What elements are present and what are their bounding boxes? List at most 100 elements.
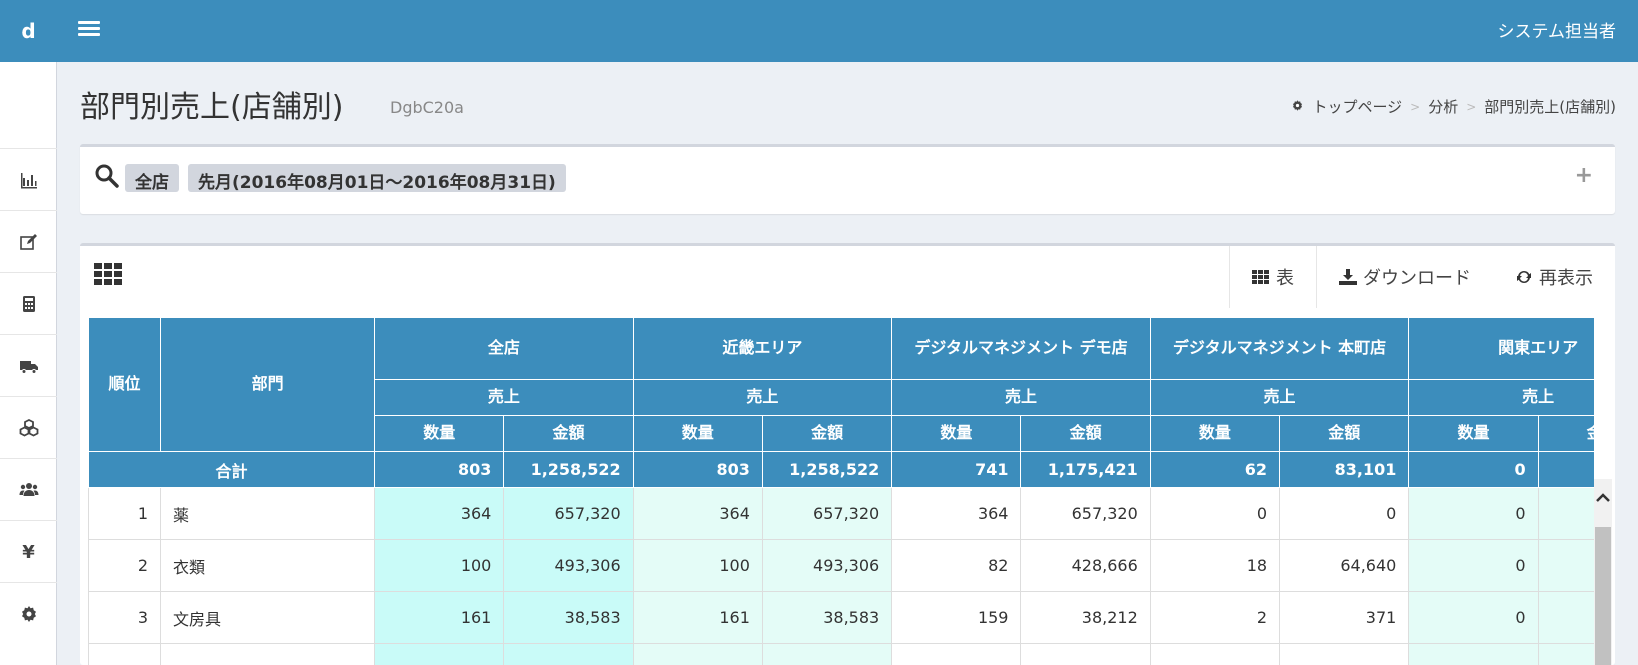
value-cell: 0 (1149, 487, 1281, 540)
department-cell: 薬 (160, 487, 376, 540)
total-cell: 741 (891, 451, 1022, 488)
header-sales: 売上 (1408, 379, 1594, 416)
value-cell (1279, 643, 1410, 665)
header-qty[interactable]: 数量 (632, 415, 763, 452)
header-group: 関東エリア (1408, 317, 1594, 380)
value-cell (1020, 643, 1151, 665)
value-cell (1537, 591, 1594, 644)
user-menu[interactable]: システム担当者 (1497, 22, 1617, 42)
value-cell (1537, 643, 1594, 665)
value-cell: 38,212 (1020, 591, 1151, 644)
filter-tag-period[interactable]: 先月(2016年08月01日～2016年08月31日) (188, 164, 566, 193)
table-row: 1 薬 364 657,320 364 657,320 364 657,320 … (88, 487, 1594, 540)
download-icon (1339, 269, 1357, 285)
value-cell: 159 (891, 591, 1022, 644)
total-cell (1537, 451, 1594, 488)
page-subtitle: DgbC20a (390, 98, 464, 117)
value-cell (632, 643, 763, 665)
report-box: 表 ダウンロード 再表示 順位 部門 全店 (80, 243, 1615, 665)
header-amount[interactable]: 金額 (761, 415, 893, 452)
header-group: 近畿エリア (632, 317, 893, 380)
filter-tag-store[interactable]: 全店 (125, 164, 179, 193)
value-cell (761, 643, 893, 665)
tab-refresh[interactable]: 再表示 (1493, 246, 1615, 308)
value-cell: 428,666 (1020, 539, 1151, 592)
header-qty[interactable]: 数量 (374, 415, 505, 452)
total-cell: 803 (632, 451, 763, 488)
rank-cell: 3 (88, 591, 162, 644)
tab-refresh-label: 再表示 (1539, 268, 1593, 289)
breadcrumb: トップページ > 分析 > 部門別売上(店舗別) (1291, 96, 1616, 117)
chevron-up-icon[interactable] (1594, 489, 1612, 507)
total-label: 合計 (88, 451, 376, 488)
sidebar-item-customers[interactable] (0, 458, 57, 521)
sidebar-item-logistics[interactable] (0, 334, 57, 397)
grid-icon (94, 263, 122, 285)
sidebar-item-analysis[interactable] (0, 148, 57, 211)
value-cell: 0 (1408, 487, 1539, 540)
menu-toggle-icon[interactable] (78, 18, 100, 40)
page-title: 部門別売上(店舗別) (80, 90, 344, 125)
header-amount[interactable]: 金額 (503, 415, 634, 452)
table-scrollbar[interactable] (1594, 479, 1612, 665)
report-table-wrapper: 順位 部門 全店 近畿エリア デジタルマネジメント デモ店 デジタルマネジメント… (88, 317, 1594, 665)
sidebar-item-entry[interactable] (0, 210, 57, 273)
rank-cell: 1 (88, 487, 162, 540)
expand-filter-button[interactable]: + (1574, 163, 1593, 188)
value-cell: 371 (1279, 591, 1410, 644)
value-cell: 38,583 (503, 591, 634, 644)
table-icon (1252, 270, 1269, 284)
value-cell: 0 (1279, 487, 1410, 540)
header-sales: 売上 (891, 379, 1151, 416)
breadcrumb-separator: > (1410, 99, 1421, 114)
breadcrumb-item-analysis[interactable]: 分析 (1428, 98, 1459, 116)
gear-icon (21, 606, 36, 622)
value-cell: 161 (374, 591, 505, 644)
scrollbar-thumb[interactable] (1595, 527, 1611, 665)
search-icon[interactable] (94, 163, 120, 189)
cubes-icon (19, 418, 38, 437)
top-navbar: d システム担当者 (0, 0, 1638, 62)
sidebar-item-settings[interactable] (0, 582, 57, 645)
app-logo[interactable]: d (21, 19, 36, 43)
header-qty[interactable]: 数量 (891, 415, 1022, 452)
table-row: 2 衣類 100 493,306 100 493,306 82 428,666 … (88, 539, 1594, 592)
value-cell (503, 643, 634, 665)
value-cell: 657,320 (1020, 487, 1151, 540)
value-cell: 0 (1408, 539, 1539, 592)
sidebar-item-finance[interactable]: ¥ (0, 520, 57, 583)
header-qty[interactable]: 数量 (1408, 415, 1539, 452)
tab-table[interactable]: 表 (1229, 246, 1317, 308)
total-cell: 1,258,522 (503, 451, 634, 488)
calculator-icon (22, 296, 35, 312)
total-cell: 0 (1408, 451, 1539, 488)
value-cell: 38,583 (761, 591, 893, 644)
value-cell (1537, 539, 1594, 592)
value-cell: 0 (1408, 591, 1539, 644)
header-amount[interactable]: 金額 (1020, 415, 1151, 452)
header-department[interactable]: 部門 (160, 317, 376, 452)
breadcrumb-home-link[interactable]: トップページ (1312, 98, 1403, 116)
rank-cell: 2 (88, 539, 162, 592)
total-row: 合計 803 1,258,522 803 1,258,522 741 1,175… (88, 451, 1594, 488)
sidebar-item-products[interactable] (0, 396, 57, 459)
value-cell: 18 (1149, 539, 1281, 592)
filter-box: 全店 先月(2016年08月01日～2016年08月31日) + (80, 144, 1615, 214)
department-cell: 文房具 (160, 591, 376, 644)
tab-download-label: ダウンロード (1363, 268, 1471, 289)
tab-download[interactable]: ダウンロード (1317, 246, 1493, 308)
value-cell: 657,320 (761, 487, 893, 540)
sidebar-item-accounting[interactable] (0, 272, 57, 335)
report-table: 順位 部門 全店 近畿エリア デジタルマネジメント デモ店 デジタルマネジメント… (88, 317, 1594, 665)
header-amount[interactable]: 金額 (1537, 415, 1594, 452)
value-cell: 100 (374, 539, 505, 592)
value-cell (1408, 643, 1539, 665)
header-qty[interactable]: 数量 (1149, 415, 1281, 452)
value-cell (1149, 643, 1281, 665)
value-cell: 2 (1149, 591, 1281, 644)
value-cell: 364 (374, 487, 505, 540)
header-group: デジタルマネジメント デモ店 (891, 317, 1151, 380)
header-rank[interactable]: 順位 (88, 317, 162, 452)
table-row: 3 文房具 161 38,583 161 38,583 159 38,212 2… (88, 591, 1594, 644)
header-amount[interactable]: 金額 (1279, 415, 1410, 452)
